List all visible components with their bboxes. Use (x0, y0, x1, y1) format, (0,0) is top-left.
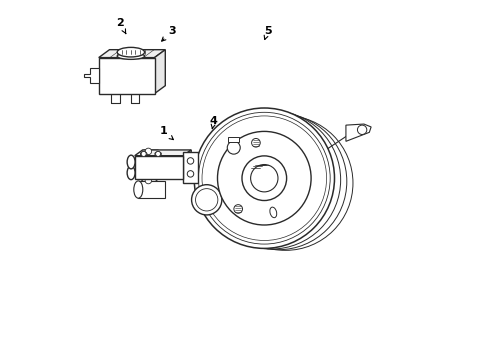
Circle shape (227, 141, 240, 154)
Polygon shape (154, 50, 165, 94)
Circle shape (250, 165, 277, 192)
Circle shape (191, 185, 222, 215)
Polygon shape (134, 150, 191, 156)
Circle shape (145, 177, 151, 184)
Circle shape (194, 108, 334, 248)
Circle shape (251, 139, 260, 147)
Ellipse shape (140, 152, 146, 156)
Circle shape (187, 171, 193, 177)
Text: 5: 5 (264, 26, 271, 40)
Circle shape (195, 189, 218, 211)
Polygon shape (140, 150, 158, 153)
Circle shape (187, 158, 193, 164)
Circle shape (141, 152, 146, 157)
Polygon shape (84, 68, 99, 83)
Polygon shape (99, 50, 165, 58)
Circle shape (242, 156, 286, 201)
Polygon shape (183, 152, 197, 183)
Circle shape (357, 125, 366, 135)
Polygon shape (140, 179, 158, 182)
Polygon shape (134, 156, 183, 179)
Circle shape (217, 131, 310, 225)
Polygon shape (138, 181, 164, 198)
Text: 1: 1 (159, 126, 173, 140)
Text: 3: 3 (162, 26, 176, 41)
Ellipse shape (127, 155, 135, 169)
Text: 4: 4 (209, 116, 217, 129)
Polygon shape (345, 124, 370, 141)
Ellipse shape (127, 166, 135, 180)
Circle shape (155, 152, 160, 157)
Circle shape (145, 148, 151, 155)
Polygon shape (228, 137, 239, 142)
Ellipse shape (134, 181, 142, 198)
Ellipse shape (117, 53, 144, 59)
Text: 2: 2 (116, 18, 125, 34)
Polygon shape (183, 150, 191, 179)
Circle shape (233, 204, 242, 213)
Ellipse shape (269, 207, 276, 218)
Ellipse shape (117, 48, 144, 57)
Ellipse shape (155, 152, 161, 156)
Polygon shape (99, 58, 154, 94)
